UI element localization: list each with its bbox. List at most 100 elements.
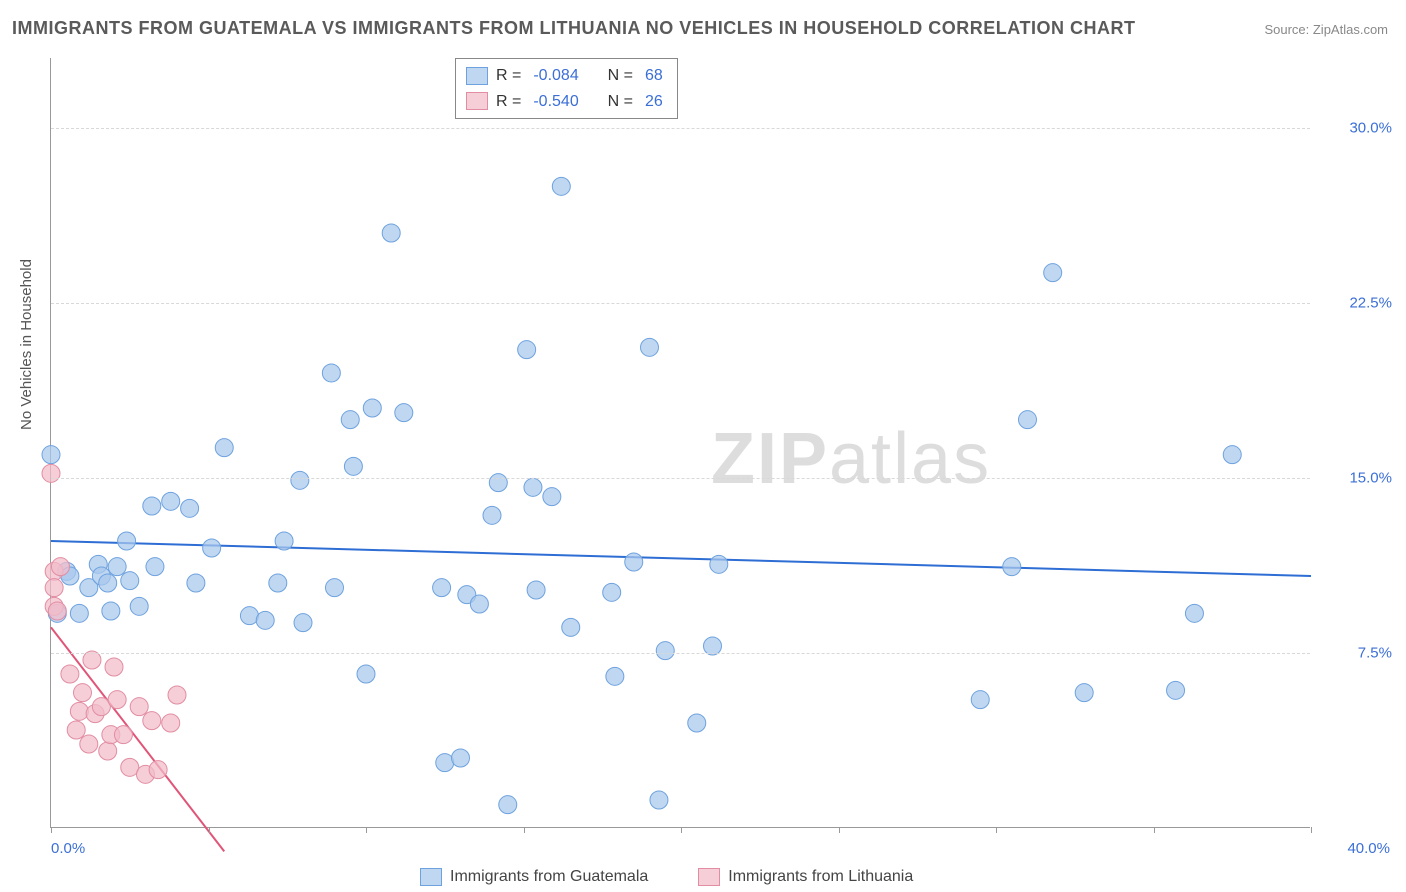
n-value-lithuania: 26 bbox=[645, 89, 663, 115]
scatter-point bbox=[436, 754, 454, 772]
scatter-point bbox=[118, 532, 136, 550]
scatter-point bbox=[363, 399, 381, 417]
scatter-point bbox=[162, 714, 180, 732]
scatter-point bbox=[710, 555, 728, 573]
scatter-point bbox=[971, 691, 989, 709]
legend-item-lithuania: Immigrants from Lithuania bbox=[698, 868, 913, 886]
x-tick bbox=[1311, 827, 1312, 833]
scatter-point bbox=[433, 579, 451, 597]
scatter-point bbox=[291, 471, 309, 489]
scatter-point bbox=[108, 558, 126, 576]
scatter-point bbox=[149, 761, 167, 779]
scatter-point bbox=[146, 558, 164, 576]
gridline bbox=[51, 478, 1310, 479]
scatter-point bbox=[294, 614, 312, 632]
n-value-guatemala: 68 bbox=[645, 63, 663, 89]
scatter-point bbox=[344, 457, 362, 475]
scatter-point bbox=[603, 583, 621, 601]
scatter-point bbox=[42, 464, 60, 482]
stats-legend: R = -0.084 N = 68 R = -0.540 N = 26 bbox=[455, 58, 678, 119]
legend-item-guatemala: Immigrants from Guatemala bbox=[420, 868, 648, 886]
bottom-legend: Immigrants from Guatemala Immigrants fro… bbox=[420, 868, 913, 886]
scatter-point bbox=[105, 658, 123, 676]
n-label-2: N = bbox=[608, 89, 633, 115]
scatter-point bbox=[67, 721, 85, 739]
scatter-point bbox=[102, 602, 120, 620]
scatter-point bbox=[215, 439, 233, 457]
x-max-label: 40.0% bbox=[1347, 840, 1390, 857]
y-tick-label: 15.0% bbox=[1322, 470, 1392, 487]
scatter-point bbox=[341, 411, 359, 429]
x-tick bbox=[51, 827, 52, 833]
scatter-point bbox=[1003, 558, 1021, 576]
stats-row-guatemala: R = -0.084 N = 68 bbox=[466, 63, 667, 89]
scatter-point bbox=[162, 492, 180, 510]
r-label: R = bbox=[496, 63, 521, 89]
scatter-point bbox=[357, 665, 375, 683]
scatter-point bbox=[524, 478, 542, 496]
scatter-point bbox=[99, 574, 117, 592]
y-tick-label: 7.5% bbox=[1322, 645, 1392, 662]
scatter-point bbox=[48, 602, 66, 620]
swatch-lithuania-2 bbox=[698, 868, 720, 886]
scatter-point bbox=[187, 574, 205, 592]
scatter-point bbox=[499, 796, 517, 814]
r-value-lithuania: -0.540 bbox=[533, 89, 578, 115]
x-tick bbox=[524, 827, 525, 833]
scatter-point bbox=[181, 499, 199, 517]
scatter-point bbox=[143, 497, 161, 515]
scatter-point bbox=[552, 177, 570, 195]
x-tick bbox=[1154, 827, 1155, 833]
scatter-point bbox=[203, 539, 221, 557]
scatter-point bbox=[382, 224, 400, 242]
legend-label-guatemala: Immigrants from Guatemala bbox=[450, 868, 648, 886]
gridline bbox=[51, 303, 1310, 304]
y-axis-label: No Vehicles in Household bbox=[18, 259, 35, 430]
scatter-point bbox=[256, 611, 274, 629]
scatter-point bbox=[1185, 604, 1203, 622]
scatter-point bbox=[70, 702, 88, 720]
scatter-point bbox=[1167, 681, 1185, 699]
scatter-point bbox=[80, 735, 98, 753]
scatter-point bbox=[61, 665, 79, 683]
n-label: N = bbox=[608, 63, 633, 89]
r-label-2: R = bbox=[496, 89, 521, 115]
scatter-point bbox=[99, 742, 117, 760]
legend-label-lithuania: Immigrants from Lithuania bbox=[728, 868, 913, 886]
scatter-point bbox=[483, 506, 501, 524]
scatter-point bbox=[326, 579, 344, 597]
scatter-point bbox=[625, 553, 643, 571]
scatter-point bbox=[130, 597, 148, 615]
scatter-point bbox=[543, 488, 561, 506]
scatter-point bbox=[650, 791, 668, 809]
scatter-point bbox=[656, 642, 674, 660]
scatter-point bbox=[641, 338, 659, 356]
scatter-point bbox=[269, 574, 287, 592]
y-tick-label: 30.0% bbox=[1322, 120, 1392, 137]
chart-title: IMMIGRANTS FROM GUATEMALA VS IMMIGRANTS … bbox=[12, 18, 1135, 39]
scatter-svg bbox=[51, 58, 1311, 828]
trend-line bbox=[51, 541, 1311, 576]
scatter-point bbox=[143, 712, 161, 730]
x-tick bbox=[996, 827, 997, 833]
scatter-point bbox=[45, 579, 63, 597]
scatter-point bbox=[688, 714, 706, 732]
stats-row-lithuania: R = -0.540 N = 26 bbox=[466, 89, 667, 115]
scatter-point bbox=[452, 749, 470, 767]
scatter-point bbox=[1019, 411, 1037, 429]
scatter-point bbox=[114, 726, 132, 744]
x-tick bbox=[681, 827, 682, 833]
scatter-point bbox=[322, 364, 340, 382]
scatter-point bbox=[1044, 264, 1062, 282]
swatch-guatemala bbox=[466, 67, 488, 85]
scatter-point bbox=[168, 686, 186, 704]
scatter-point bbox=[489, 474, 507, 492]
scatter-point bbox=[74, 684, 92, 702]
r-value-guatemala: -0.084 bbox=[533, 63, 578, 89]
scatter-point bbox=[518, 341, 536, 359]
swatch-guatemala-2 bbox=[420, 868, 442, 886]
scatter-point bbox=[70, 604, 88, 622]
x-tick bbox=[366, 827, 367, 833]
gridline bbox=[51, 653, 1310, 654]
scatter-point bbox=[108, 691, 126, 709]
